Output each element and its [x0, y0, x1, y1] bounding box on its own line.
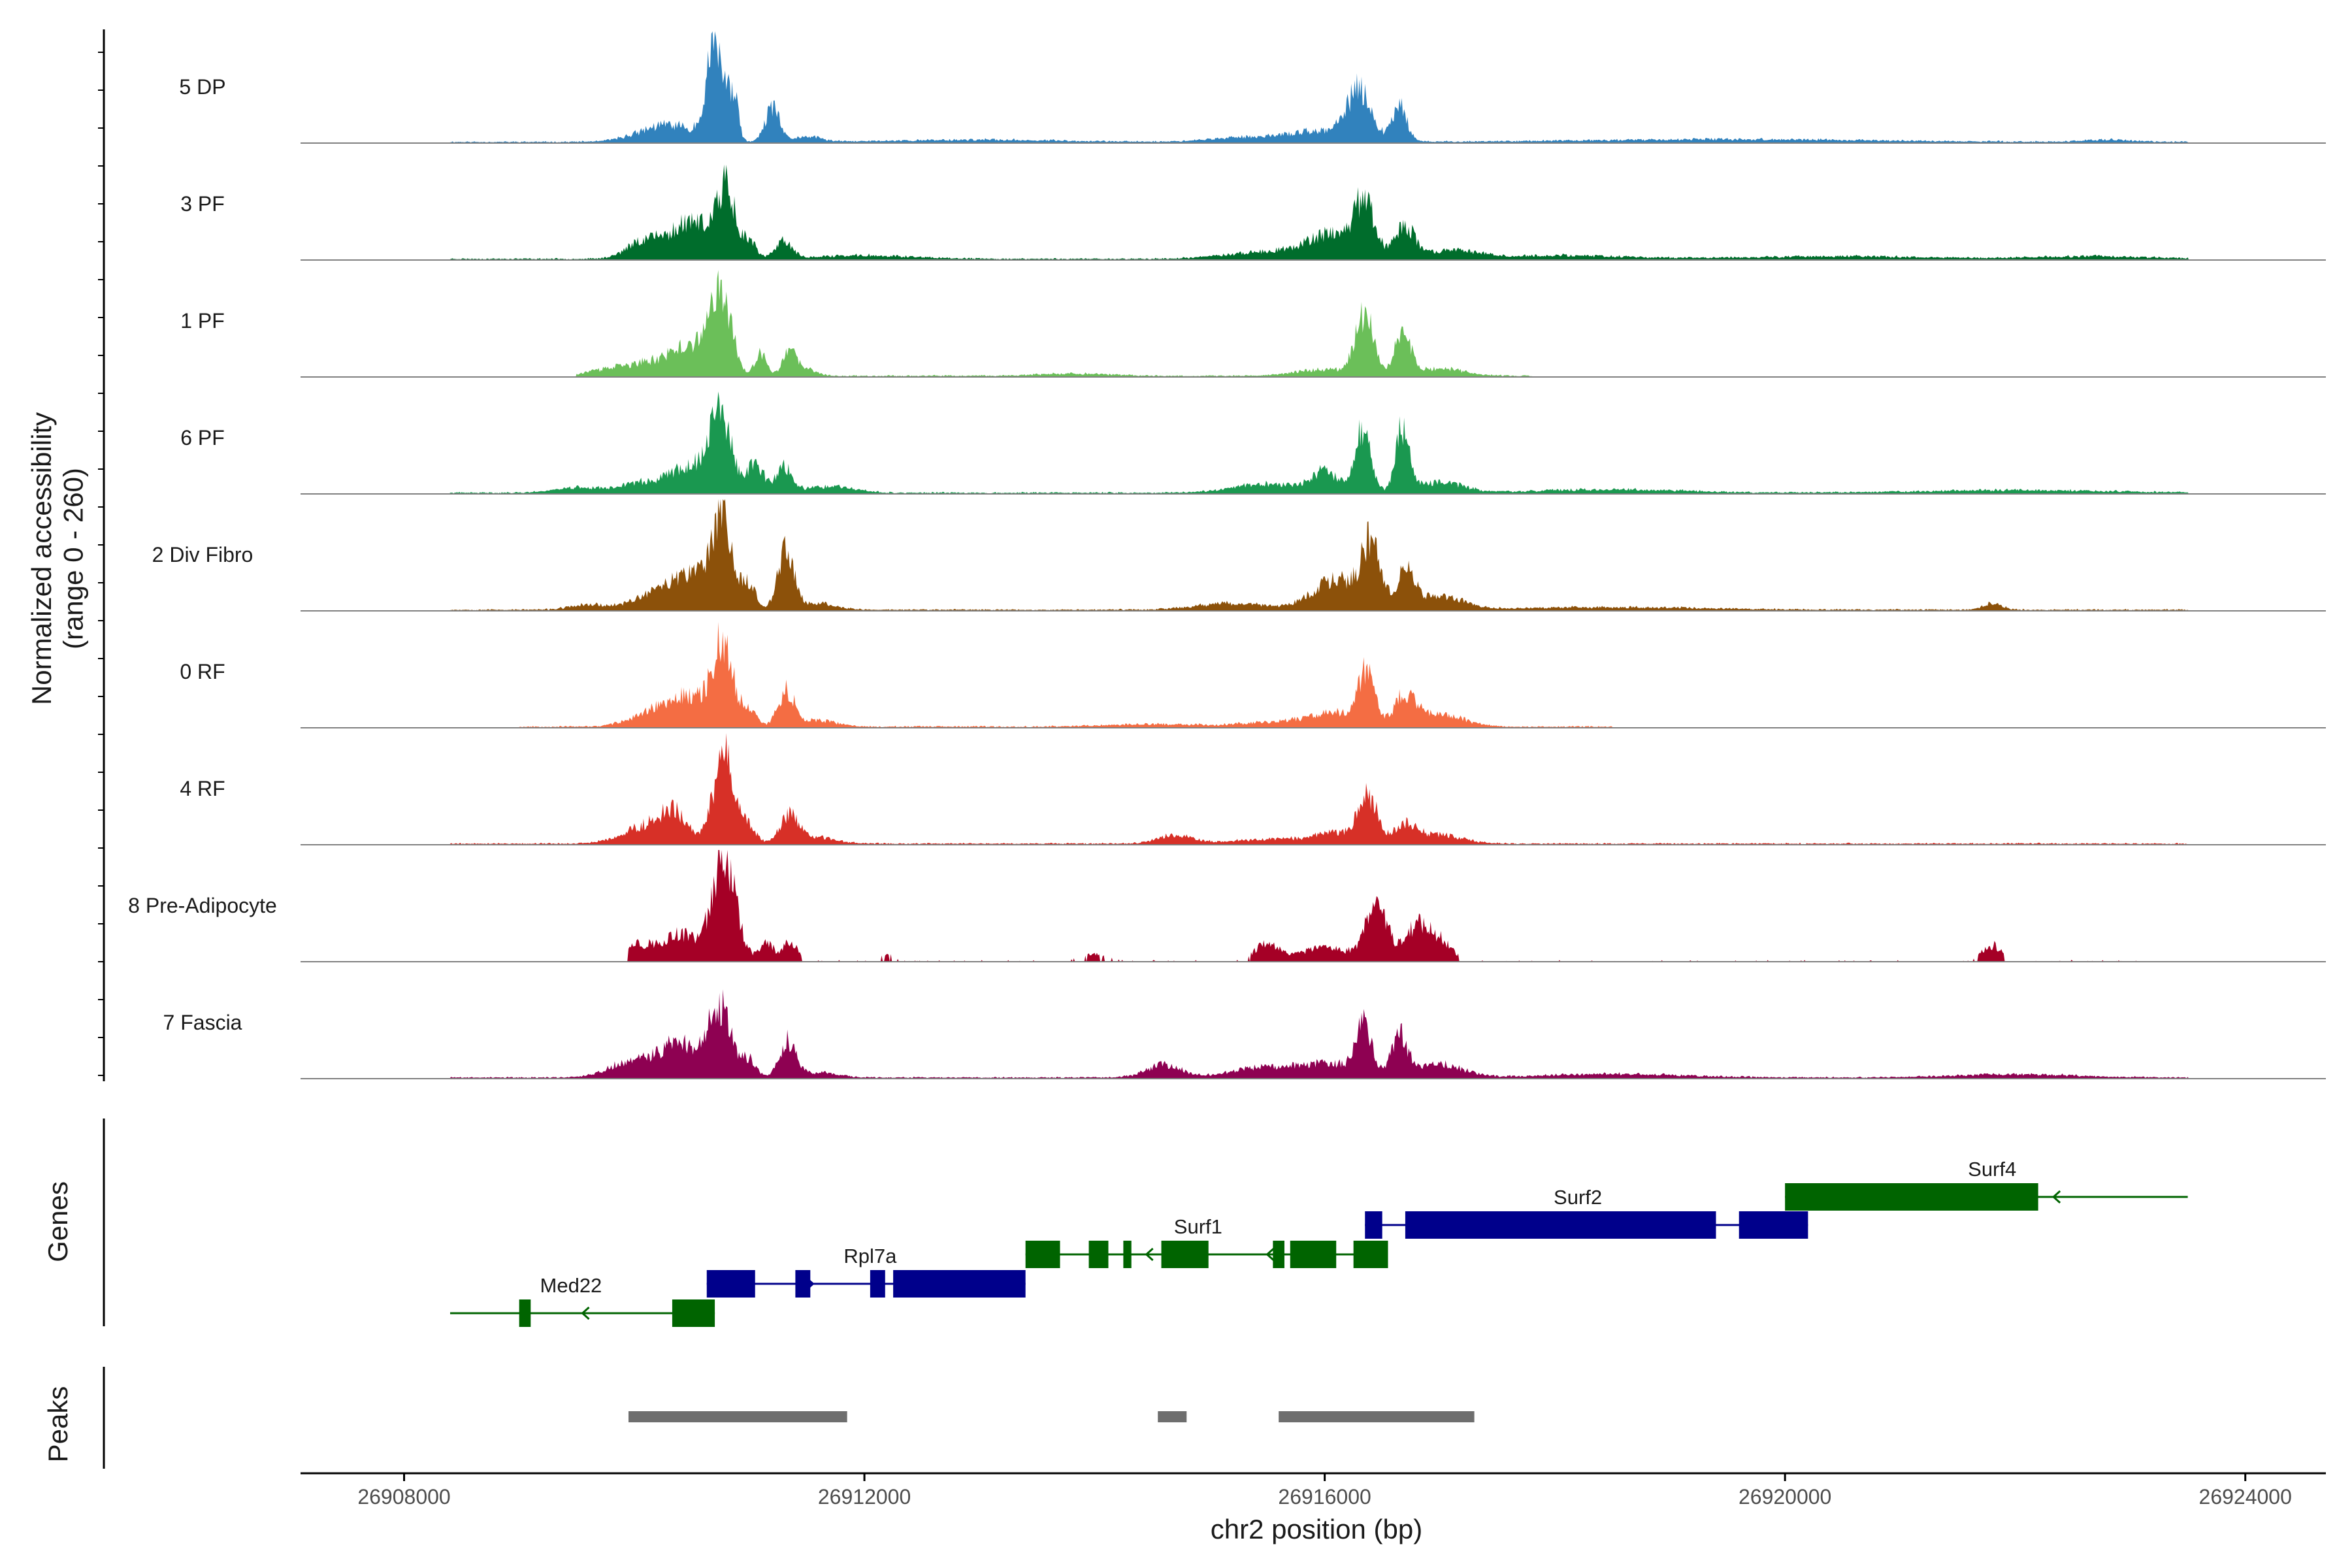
- y-axis-title: Normalized accessibility(range 0 - 260): [26, 412, 88, 705]
- peak-region: [1158, 1411, 1187, 1422]
- track-label: 8 Pre-Adipocyte: [128, 894, 277, 917]
- gene-exon: [519, 1299, 531, 1327]
- track-8-pre-adipocyte: 8 Pre-Adipocyte: [128, 850, 2326, 962]
- coverage-area: [301, 499, 2326, 611]
- track-label: 7 Fascia: [163, 1011, 242, 1034]
- gene-label: Surf4: [1968, 1158, 2016, 1181]
- gene-label: Med22: [540, 1274, 602, 1297]
- track-label: 3 PF: [180, 192, 225, 216]
- gene-exon: [1290, 1241, 1337, 1268]
- coverage-area: [301, 31, 2326, 143]
- genes-track-title: Genes: [42, 1181, 73, 1262]
- gene-exon: [1353, 1241, 1388, 1268]
- gene-surf1: Surf1: [1025, 1215, 1388, 1268]
- gene-exon: [1088, 1241, 1109, 1268]
- coverage-area: [301, 989, 2326, 1079]
- gene-exon: [672, 1299, 715, 1327]
- coverage-area: [301, 850, 2326, 962]
- gene-label: Surf2: [1554, 1186, 1602, 1209]
- genes-track: Med22 Rpl7a Surf1 Surf2 Surf4: [449, 1158, 2188, 1327]
- gene-exon: [1365, 1211, 1382, 1239]
- track-0-rf: 0 RF: [180, 621, 2326, 728]
- gene-rpl7a: Rpl7a: [706, 1245, 1026, 1298]
- coverage-area: [301, 165, 2326, 260]
- peak-region: [1279, 1411, 1475, 1422]
- coverage-area: [301, 391, 2326, 494]
- track-1-pf: 1 PF: [180, 270, 2326, 378]
- peaks-track-title: Peaks: [42, 1386, 73, 1463]
- peak-region: [628, 1411, 847, 1422]
- gene-exon: [1785, 1183, 2038, 1211]
- x-axis-title: chr2 position (bp): [1211, 1514, 1423, 1544]
- track-2-div-fibro: 2 Div Fibro: [152, 499, 2326, 612]
- x-tick-label: 26916000: [1278, 1485, 1371, 1509]
- track-label: 2 Div Fibro: [152, 543, 253, 566]
- coverage-area: [301, 270, 2326, 377]
- gene-exon: [795, 1270, 811, 1298]
- gene-exon: [1739, 1211, 1808, 1239]
- x-tick-label: 26912000: [818, 1485, 911, 1509]
- gene-exon: [1161, 1241, 1209, 1268]
- track-label: 0 RF: [180, 660, 225, 683]
- gene-surf4: Surf4: [1785, 1158, 2188, 1211]
- gene-exon: [870, 1270, 885, 1298]
- gene-surf2: Surf2: [1365, 1186, 1808, 1239]
- track-label: 1 PF: [180, 309, 225, 333]
- gene-label: Rpl7a: [843, 1245, 897, 1267]
- track-label: 5 DP: [179, 75, 225, 99]
- gene-exon: [1405, 1211, 1716, 1239]
- track-label: 4 RF: [180, 777, 225, 800]
- strand-arrow: [1145, 1247, 1154, 1262]
- gene-label: Surf1: [1174, 1215, 1222, 1238]
- track-5-dp: 5 DP: [179, 31, 2326, 144]
- x-tick-label: 26924000: [2199, 1485, 2292, 1509]
- coverage-area: [301, 733, 2326, 845]
- coverage-area: [301, 621, 2326, 728]
- peaks-track: [628, 1411, 1475, 1422]
- gene-exon: [893, 1270, 1026, 1298]
- track-label: 6 PF: [180, 426, 225, 449]
- track-3-pf: 3 PF: [180, 165, 2326, 261]
- x-tick-label: 26908000: [357, 1485, 450, 1509]
- gene-exon: [1273, 1241, 1284, 1268]
- strand-arrow: [581, 1306, 590, 1320]
- track-6-pf: 6 PF: [180, 391, 2326, 495]
- x-axis: 26908000 26912000 26916000 26920000 26924000: [98, 29, 2326, 1509]
- gene-exon: [1123, 1241, 1132, 1268]
- strand-arrow: [1266, 1247, 1275, 1262]
- gene-exon: [706, 1270, 755, 1298]
- track-4-rf: 4 RF: [180, 733, 2326, 845]
- gene-med22: Med22: [449, 1274, 715, 1327]
- x-tick-label: 26920000: [1739, 1485, 1831, 1509]
- gene-exon: [1025, 1241, 1060, 1268]
- coverage-tracks: 5 DP 3 PF 1 PF 6 PF 2 Div Fibro 0 RF 4 RF 8 Pre…: [128, 31, 2326, 1079]
- track-7-fascia: 7 Fascia: [163, 989, 2326, 1079]
- strand-arrow: [2051, 1190, 2061, 1204]
